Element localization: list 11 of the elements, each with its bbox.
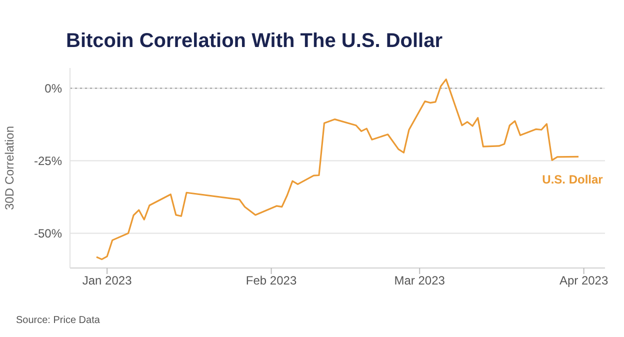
source-note: Source: Price Data <box>16 315 100 326</box>
y-tick-label: -25% <box>34 154 62 168</box>
x-tick-label: Mar 2023 <box>394 274 446 288</box>
y-tick-label: 0% <box>44 82 62 96</box>
x-tick-label: Apr 2023 <box>559 274 608 288</box>
x-tick-label: Feb 2023 <box>246 274 297 288</box>
chart-title: Bitcoin Correlation With The U.S. Dollar <box>66 30 443 53</box>
y-tick-label: -50% <box>34 226 62 240</box>
x-tick-label: Jan 2023 <box>82 274 132 288</box>
y-axis-title: 30D Correlation <box>2 126 16 210</box>
series-label: U.S. Dollar <box>542 172 604 187</box>
